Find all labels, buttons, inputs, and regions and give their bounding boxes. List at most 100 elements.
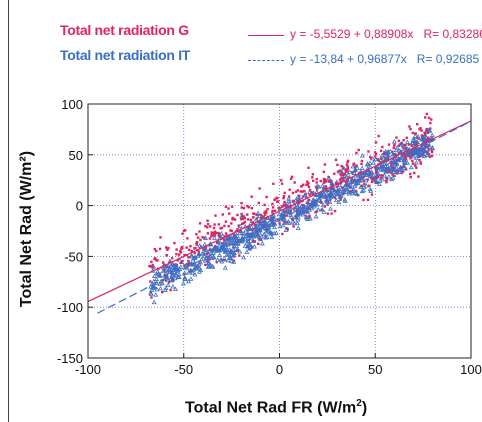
point-g bbox=[286, 228, 289, 231]
point-g bbox=[382, 152, 386, 156]
point-it bbox=[150, 285, 156, 290]
point-it bbox=[203, 249, 209, 255]
point-it bbox=[394, 145, 400, 150]
point-g bbox=[307, 166, 310, 170]
point-it bbox=[382, 173, 388, 178]
point-g bbox=[307, 185, 311, 189]
point-g bbox=[308, 216, 311, 219]
point-it bbox=[280, 222, 286, 228]
point-it bbox=[217, 239, 223, 245]
point-g bbox=[276, 196, 279, 200]
point-g bbox=[185, 246, 188, 249]
point-it bbox=[258, 221, 264, 227]
point-g bbox=[354, 189, 358, 193]
point-it bbox=[386, 165, 392, 171]
point-g bbox=[264, 210, 267, 213]
point-it bbox=[381, 167, 387, 173]
point-it bbox=[377, 178, 383, 183]
point-g bbox=[349, 190, 352, 193]
point-it bbox=[245, 244, 251, 249]
point-it bbox=[378, 157, 384, 162]
point-g bbox=[241, 217, 245, 221]
point-it bbox=[286, 198, 292, 204]
point-it bbox=[217, 252, 223, 258]
point-g bbox=[355, 151, 358, 155]
point-g bbox=[209, 248, 212, 251]
point-g bbox=[242, 215, 246, 218]
point-it bbox=[329, 187, 335, 193]
point-g bbox=[224, 220, 228, 223]
point-g bbox=[411, 131, 414, 135]
point-it bbox=[157, 285, 163, 291]
point-it bbox=[368, 188, 374, 193]
point-g bbox=[271, 209, 274, 213]
point-g bbox=[195, 233, 198, 236]
point-it bbox=[393, 169, 399, 175]
point-g bbox=[425, 138, 429, 142]
point-g bbox=[294, 214, 297, 218]
point-g bbox=[395, 136, 398, 139]
point-g bbox=[238, 254, 241, 257]
point-g bbox=[305, 201, 309, 205]
point-it bbox=[393, 147, 399, 153]
point-it bbox=[313, 213, 319, 219]
point-g bbox=[190, 249, 194, 253]
point-g bbox=[166, 248, 169, 251]
point-g bbox=[169, 288, 172, 292]
point-g bbox=[273, 209, 277, 213]
point-it bbox=[358, 184, 364, 189]
point-g bbox=[346, 165, 349, 168]
point-g bbox=[340, 186, 344, 189]
point-g bbox=[150, 296, 153, 299]
point-it bbox=[383, 169, 389, 174]
point-g bbox=[148, 264, 151, 268]
point-it bbox=[373, 156, 379, 162]
point-g bbox=[375, 181, 379, 185]
point-it bbox=[197, 269, 202, 274]
point-it bbox=[270, 216, 276, 221]
point-it bbox=[207, 246, 213, 252]
point-g bbox=[350, 171, 354, 174]
point-it bbox=[163, 267, 169, 272]
point-g bbox=[257, 242, 260, 246]
point-it bbox=[401, 165, 407, 170]
point-it bbox=[195, 263, 201, 268]
point-g bbox=[391, 173, 394, 176]
point-g bbox=[210, 231, 213, 234]
point-g bbox=[149, 265, 153, 268]
point-it bbox=[398, 167, 404, 173]
point-it bbox=[390, 151, 396, 157]
point-it bbox=[269, 234, 275, 240]
point-it bbox=[228, 250, 234, 255]
point-it bbox=[333, 189, 339, 195]
point-g bbox=[209, 225, 212, 228]
point-it bbox=[234, 243, 240, 248]
point-g bbox=[430, 154, 434, 158]
point-g bbox=[266, 207, 269, 211]
point-g bbox=[283, 221, 286, 224]
point-it bbox=[279, 213, 285, 218]
point-g bbox=[302, 210, 306, 213]
point-g bbox=[362, 180, 365, 183]
point-it bbox=[231, 243, 237, 248]
point-g bbox=[373, 179, 376, 183]
point-g bbox=[271, 211, 274, 214]
point-it bbox=[186, 259, 192, 265]
point-it bbox=[237, 230, 243, 235]
point-it bbox=[175, 266, 181, 272]
point-g bbox=[281, 232, 284, 236]
point-g bbox=[196, 236, 200, 239]
point-g bbox=[151, 263, 154, 267]
point-it bbox=[283, 227, 289, 232]
point-g bbox=[179, 249, 182, 253]
point-it bbox=[197, 266, 202, 271]
point-g bbox=[336, 170, 340, 173]
point-g bbox=[380, 157, 383, 160]
point-g bbox=[175, 252, 178, 256]
point-it bbox=[413, 159, 419, 165]
point-it bbox=[318, 190, 324, 195]
point-it bbox=[253, 224, 259, 230]
point-it bbox=[294, 220, 300, 226]
point-g bbox=[276, 200, 280, 203]
